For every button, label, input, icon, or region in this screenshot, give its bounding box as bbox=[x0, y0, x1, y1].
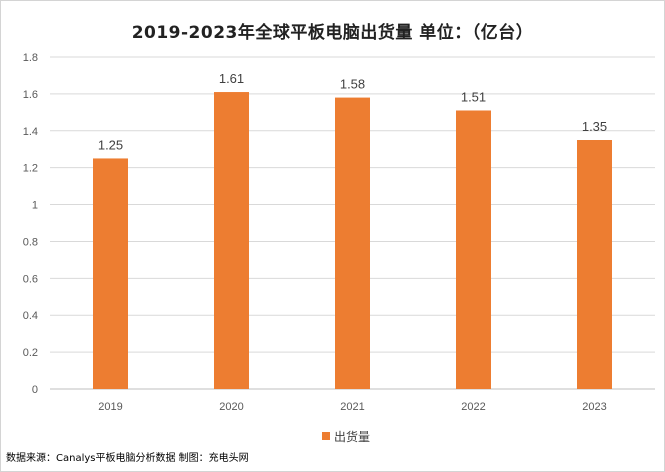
y-tick-label: 1 bbox=[32, 200, 38, 212]
data-label-2020: 1.61 bbox=[219, 71, 244, 86]
x-tick-label-2022: 2022 bbox=[461, 401, 485, 413]
legend-swatch bbox=[322, 432, 330, 440]
x-tick-label-2023: 2023 bbox=[582, 401, 606, 413]
legend: 出货量 bbox=[322, 428, 370, 444]
bar-2019 bbox=[93, 158, 128, 389]
data-labels: 1.25 1.61 1.58 1.51 1.35 bbox=[98, 71, 607, 152]
y-tick-label: 1.6 bbox=[23, 89, 38, 101]
bar-2020 bbox=[214, 92, 249, 390]
bar-2021 bbox=[335, 97, 370, 390]
data-label-2021: 1.58 bbox=[340, 77, 365, 92]
y-tick-label: 1.2 bbox=[23, 163, 38, 175]
x-tick-label-2019: 2019 bbox=[98, 401, 122, 413]
data-label-2022: 1.51 bbox=[461, 89, 486, 104]
bars bbox=[93, 92, 612, 390]
data-label-2019: 1.25 bbox=[98, 137, 123, 152]
legend-label: 出货量 bbox=[334, 429, 371, 444]
source-note: 数据来源：Canalys平板电脑分析数据 制图：充电头网 bbox=[6, 453, 249, 464]
bar-2023 bbox=[577, 140, 612, 389]
y-tick-label: 1.4 bbox=[23, 126, 38, 138]
y-axis-tick-labels: 0 0.2 0.4 0.6 0.8 1 1.2 1.4 1.6 1.8 bbox=[23, 52, 38, 396]
y-tick-label: 0.8 bbox=[23, 236, 38, 248]
x-tick-label-2021: 2021 bbox=[340, 401, 364, 413]
y-tick-label: 0 bbox=[32, 384, 38, 396]
bar-2022 bbox=[456, 110, 491, 389]
y-tick-label: 0.6 bbox=[23, 273, 38, 285]
x-tick-label-2020: 2020 bbox=[219, 401, 243, 413]
chart-title: 2019-2023年全球平板电脑出货量 单位：（亿台） bbox=[131, 23, 534, 43]
y-tick-label: 1.8 bbox=[23, 52, 38, 64]
y-tick-label: 0.4 bbox=[23, 310, 38, 322]
x-axis-tick-labels: 2019 2020 2021 2022 2023 bbox=[98, 401, 606, 413]
data-label-2023: 1.35 bbox=[582, 119, 607, 134]
y-tick-label: 0.2 bbox=[23, 347, 38, 359]
